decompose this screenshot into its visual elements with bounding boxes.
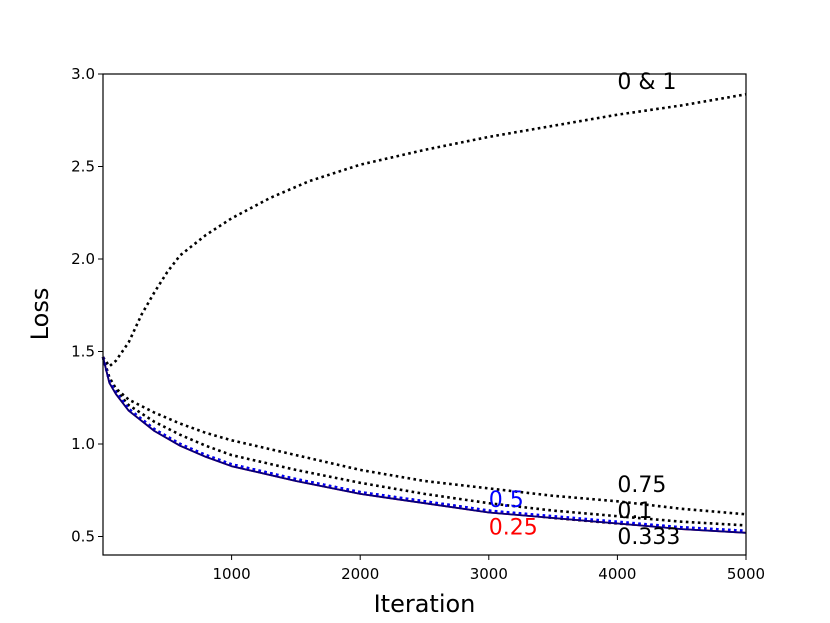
y-tick-label: 3.0	[71, 65, 95, 83]
series-label-4: 0.5	[489, 488, 524, 513]
series-label-1: 0.75	[617, 473, 666, 498]
y-tick-label: 0.5	[71, 528, 95, 546]
series-line-2	[101, 356, 747, 527]
series-line-0	[101, 93, 747, 368]
series-line-6	[102, 356, 747, 534]
y-tick-label: 2.5	[71, 158, 95, 176]
x-axis-ticks: 1000 2000 3000 4000 5000	[213, 555, 765, 583]
y-tick-label: 1.0	[71, 435, 95, 453]
y-tick-label: 1.5	[71, 343, 95, 361]
x-tick-label: 1000	[213, 565, 251, 583]
y-axis-label: Loss	[26, 288, 54, 341]
series-line-1	[101, 356, 747, 516]
plot-area	[103, 74, 746, 555]
x-tick-label: 3000	[470, 565, 508, 583]
y-axis-ticks: 0.5 1.0 1.5 2.0 2.5 3.0	[71, 65, 103, 546]
x-axis-label: Iteration	[374, 590, 476, 618]
series-label-2: 0.1	[617, 499, 652, 524]
y-tick-label: 2.0	[71, 250, 95, 268]
series-label-5: 0.25	[489, 516, 538, 541]
series-layer	[101, 93, 747, 534]
plot-frame	[102, 73, 747, 556]
x-tick-label: 2000	[341, 565, 379, 583]
series-line-4	[101, 356, 747, 533]
series-label-3: 0.333	[617, 525, 680, 550]
x-tick-label: 5000	[727, 565, 765, 583]
x-tick-label: 4000	[598, 565, 636, 583]
